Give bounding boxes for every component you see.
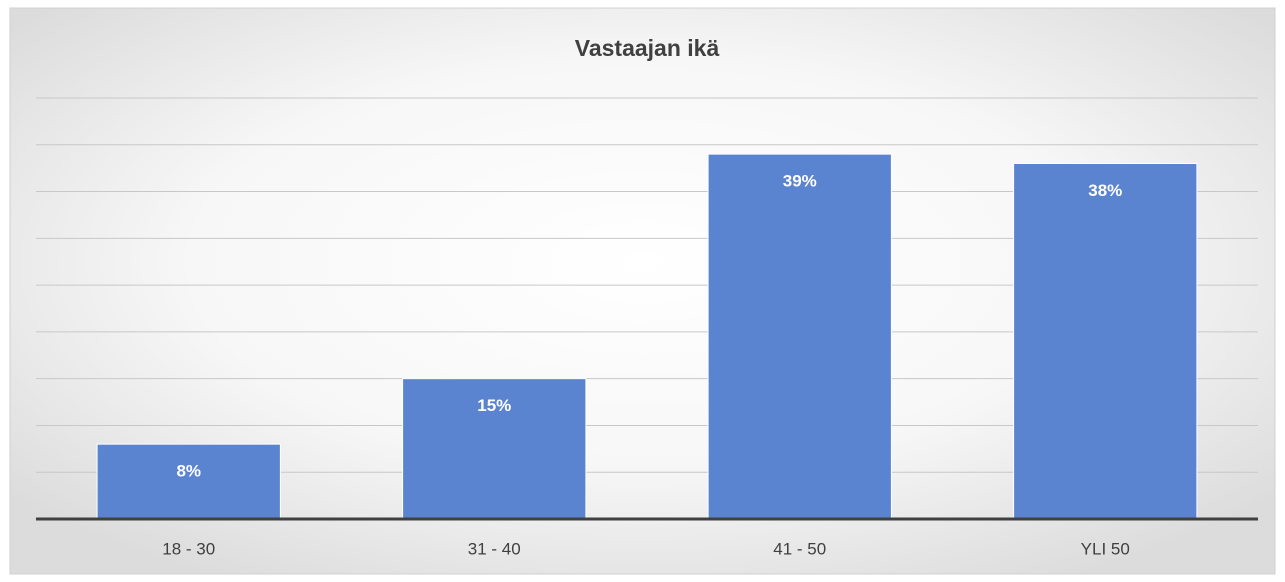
data-label: 8% [176, 462, 201, 481]
bar [707, 153, 892, 520]
data-label: 39% [783, 172, 817, 191]
x-tick-label: 18 - 30 [162, 539, 215, 558]
data-label: 38% [1088, 181, 1122, 200]
bar [96, 443, 281, 520]
x-tick-label: 31 - 40 [468, 539, 521, 558]
bar [402, 378, 587, 520]
data-label: 15% [477, 396, 511, 415]
x-tick-label: 41 - 50 [773, 539, 826, 558]
bar [1013, 162, 1198, 520]
x-tick-label: YLI 50 [1081, 539, 1130, 558]
chart-title: Vastaajan ikä [575, 35, 720, 61]
